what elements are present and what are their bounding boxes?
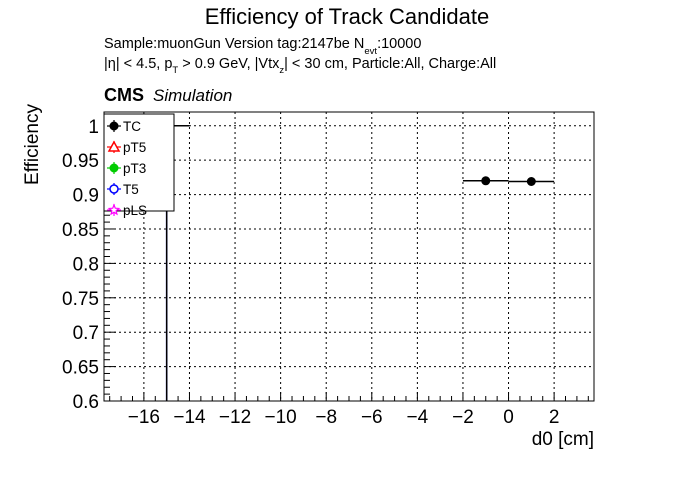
subtitle2-seg2: > 0.9 GeV, |Vtx bbox=[178, 56, 280, 72]
x-tick-label: −4 bbox=[407, 407, 429, 428]
legend-marker bbox=[109, 163, 119, 173]
x-tick-label: −16 bbox=[128, 407, 160, 428]
x-tick-label: −12 bbox=[219, 407, 251, 428]
y-tick-label: 1 bbox=[88, 117, 99, 138]
legend-label: TC bbox=[123, 119, 141, 134]
subtitle2-seg3: | < 30 cm, Particle:All, Charge:All bbox=[284, 56, 496, 72]
x-axis-label: d0 [cm] bbox=[532, 429, 594, 450]
cms-label-text: CMS bbox=[104, 85, 144, 105]
legend-label: T5 bbox=[123, 182, 139, 197]
x-tick-label: 0 bbox=[503, 407, 514, 428]
x-tick-label: −6 bbox=[361, 407, 383, 428]
legend-label: pLS bbox=[123, 203, 147, 218]
grid-lines bbox=[104, 112, 594, 402]
subtitle2-seg1: |η| < 4.5, p bbox=[104, 56, 172, 72]
legend-marker bbox=[109, 184, 119, 194]
data-point bbox=[481, 176, 491, 186]
y-tick-label: 0.65 bbox=[62, 358, 99, 379]
chart-subtitle-line2: |η| < 4.5, pT > 0.9 GeV, |Vtxz| < 30 cm,… bbox=[104, 56, 496, 76]
tick-labels: −16 −14 −12 −10 −8 −6 −4 −2 0 2 0.6 0.65 0.7 0.75 0.8 0… bbox=[62, 117, 559, 428]
x-tick-label: 2 bbox=[549, 407, 560, 428]
y-tick-label: 0.85 bbox=[62, 220, 99, 241]
chart-subtitle-line1: Sample:muonGun Version tag:2147be Nevt:1… bbox=[104, 36, 421, 57]
y-tick-label: 0.9 bbox=[73, 186, 99, 207]
subtitle1-prefix: Sample:muonGun Version tag:2147be N bbox=[104, 36, 364, 52]
x-tick-label: −2 bbox=[452, 407, 474, 428]
y-tick-label: 0.7 bbox=[73, 323, 99, 344]
legend-label: pT5 bbox=[123, 140, 146, 155]
y-axis-label: Efficiency bbox=[22, 104, 43, 185]
legend: TC pT5 pT3 T5 pLS bbox=[103, 113, 175, 218]
data-point bbox=[526, 176, 536, 186]
y-tick-label: 0.95 bbox=[62, 151, 99, 172]
legend-marker bbox=[107, 140, 121, 152]
y-tick-label: 0.8 bbox=[73, 254, 99, 275]
legend-marker bbox=[109, 121, 119, 131]
y-tick-label: 0.75 bbox=[62, 289, 99, 310]
legend-marker bbox=[107, 203, 121, 216]
cms-sublabel: Simulation bbox=[153, 86, 232, 105]
cms-label: CMS Simulation bbox=[104, 85, 232, 105]
subtitle1-suffix: :10000 bbox=[377, 36, 421, 52]
subtitle2-sub2: z bbox=[279, 65, 284, 76]
subtitle1-sub: evt bbox=[364, 46, 377, 57]
x-tick-label: −8 bbox=[315, 407, 337, 428]
chart-title: Efficiency of Track Candidate bbox=[205, 4, 490, 29]
plot-frame bbox=[103, 111, 595, 402]
x-tick-label: −10 bbox=[265, 407, 297, 428]
subtitle2-sub1: T bbox=[172, 65, 178, 76]
legend-label: pT3 bbox=[123, 161, 146, 176]
x-tick-label: −14 bbox=[173, 407, 206, 428]
y-tick-label: 0.6 bbox=[73, 392, 99, 413]
